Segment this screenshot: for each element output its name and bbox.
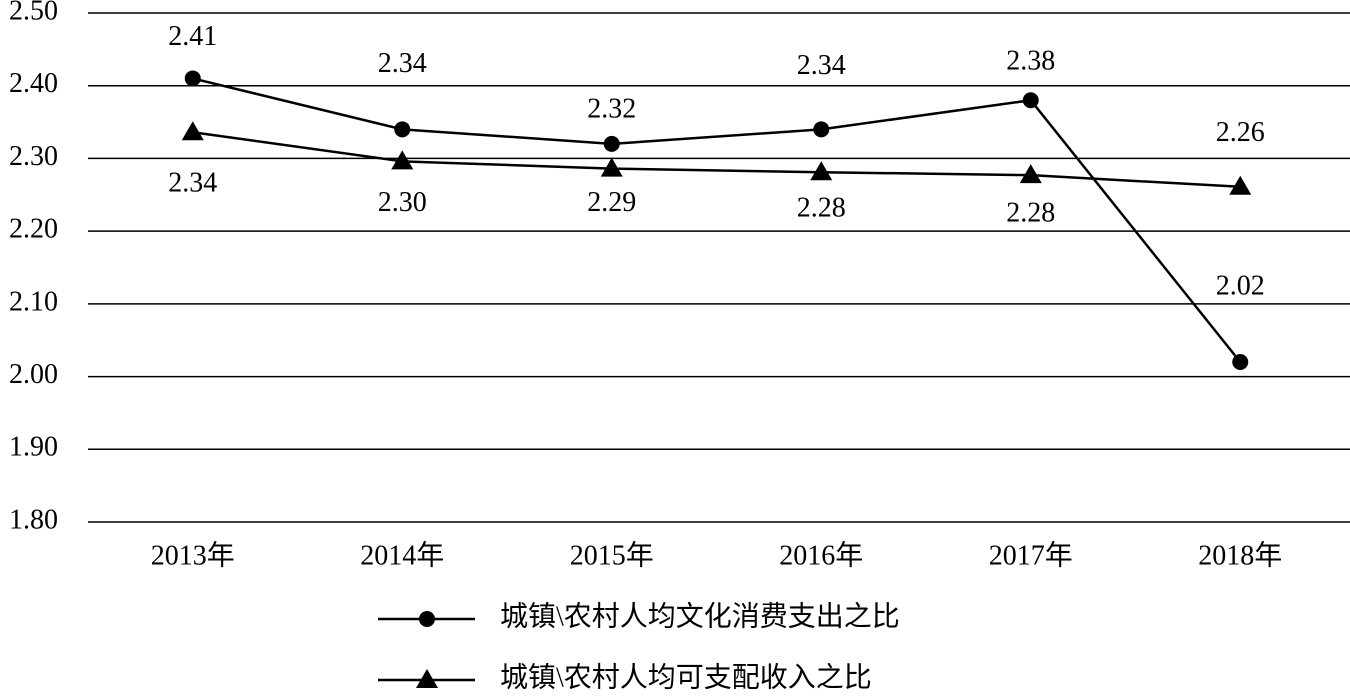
x-tick-label: 2013年 [151,539,235,571]
data-label: 2.32 [587,93,636,124]
point [184,70,201,87]
y-tick-label: 2.10 [9,286,58,317]
data-label: 2.29 [587,187,636,218]
point [181,121,204,141]
legend-label: 城镇\农村人均文化消费支出之比 [500,600,900,632]
point [1019,164,1042,184]
point [394,121,411,138]
data-label: 2.26 [1216,117,1265,148]
legend-marker [416,669,438,688]
y-tick-label: 2.40 [9,68,58,99]
data-label: 2.34 [168,168,217,199]
legend-marker [419,611,435,627]
data-label: 2.41 [168,21,217,52]
y-tick-label: 1.80 [9,504,58,535]
x-tick-label: 2016年 [779,539,863,571]
data-label: 2.34 [797,50,846,81]
y-tick-label: 1.90 [9,432,58,463]
y-tick-label: 2.50 [9,0,58,26]
data-label: 2.28 [1006,198,1055,229]
x-tick-label: 2014年 [360,539,444,571]
data-label: 2.38 [1006,46,1055,77]
y-tick-label: 2.00 [9,359,58,390]
data-label: 2.28 [797,193,846,224]
x-tick-label: 2018年 [1198,539,1282,571]
series-line [192,77,1242,363]
point [391,150,414,170]
y-tick-label: 2.20 [9,214,58,245]
point [1229,175,1252,195]
series-line [192,131,1241,189]
point [600,157,623,177]
point [1232,354,1249,371]
data-label: 2.30 [378,187,427,218]
point [603,135,620,152]
legend-label: 城镇\农村人均可支配收入之比 [500,661,872,693]
data-label: 2.34 [378,48,427,79]
point [810,161,833,181]
x-tick-label: 2015年 [570,539,654,571]
point [1022,92,1039,109]
data-label: 2.02 [1216,270,1265,301]
point [813,121,830,138]
x-tick-label: 2017年 [989,539,1073,571]
y-tick-label: 2.30 [9,141,58,172]
